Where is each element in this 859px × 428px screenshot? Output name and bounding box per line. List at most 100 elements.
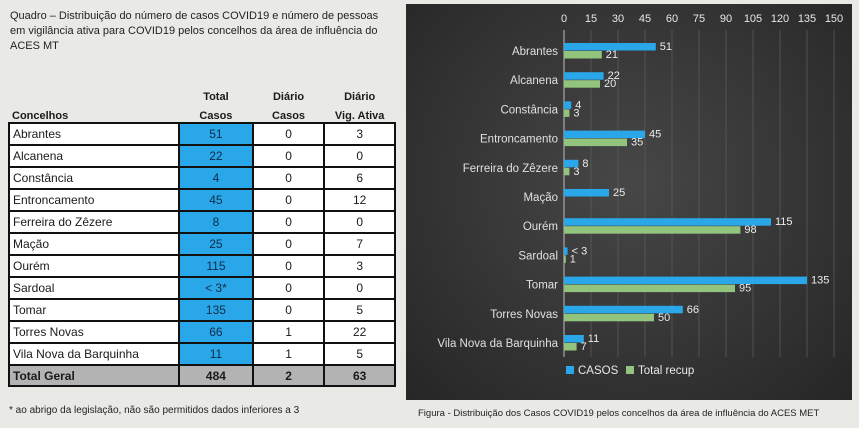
recup-value-label: 35	[631, 137, 643, 149]
header-row-2: Concelhos Casos Casos Vig. Ativa	[9, 103, 395, 124]
casos-value-label: 8	[582, 158, 588, 170]
header-cell: Diário	[272, 91, 305, 103]
x-tick-label: 105	[744, 13, 762, 25]
casos-bar	[564, 72, 604, 80]
concelho-cell: Sardoal	[7, 276, 181, 300]
recup-value-label: 50	[658, 312, 670, 324]
recup-value-label: 3	[573, 107, 579, 119]
recup-value-label: 20	[604, 78, 616, 90]
concelho-cell: Vila Nova da Barquinha	[7, 342, 181, 366]
total-casos-cell: 115	[178, 254, 254, 278]
casos-value-label: 4	[575, 99, 581, 111]
category-label: Alcanena	[510, 75, 559, 87]
recup-bar	[564, 109, 570, 117]
recup-value-label: 98	[744, 224, 756, 236]
table-row: Vila Nova da Barquinha 11 1 5	[7, 342, 396, 366]
category-label: Ourém	[523, 221, 558, 233]
concelho-cell: Alcanena	[7, 144, 181, 168]
total-casos-cell: 8	[178, 210, 254, 234]
total-value-cell: 63	[323, 364, 396, 387]
legend-recup-swatch	[626, 366, 634, 374]
diario-casos-cell: 0	[251, 276, 326, 300]
concelho-cell: Torres Novas	[7, 320, 181, 344]
x-tick-label: 120	[771, 13, 789, 25]
header-row-1: Total Diário Diário	[9, 84, 395, 103]
recup-value-label: 21	[606, 49, 618, 61]
diario-vig-cell: 12	[323, 188, 396, 212]
diario-casos-cell: 0	[251, 166, 326, 190]
concelho-cell: Ourém	[7, 254, 181, 278]
diario-casos-cell: 0	[251, 210, 326, 234]
diario-casos-cell: 0	[251, 298, 326, 322]
recup-bar	[564, 51, 602, 59]
casos-value-label: 25	[613, 187, 625, 199]
chart-panel: 0 15 30 45 60 75 90 105 120 135 150 Abrantes 51 21 Alc…	[406, 4, 852, 400]
recup-bar	[564, 313, 654, 322]
x-tick-label: 75	[693, 13, 705, 25]
casos-value-label: 22	[608, 70, 620, 82]
category-label: Sardoal	[518, 250, 558, 262]
recup-bar	[564, 343, 577, 351]
casos-bar	[564, 101, 572, 109]
x-tick-label: 90	[720, 13, 732, 25]
table-row: Abrantes 51 0 3	[7, 122, 396, 146]
header-cell: Vig. Ativa	[324, 103, 395, 124]
header-cell: Concelhos	[9, 103, 180, 124]
diario-vig-cell: 3	[323, 122, 396, 146]
category-label: Abrantes	[512, 46, 558, 58]
diario-casos-cell: 1	[251, 342, 326, 366]
table-row: Sardoal < 3* 0 0	[7, 276, 396, 300]
casos-bar	[564, 276, 807, 285]
diario-casos-cell: 0	[251, 122, 326, 146]
table-body: Abrantes 51 0 3 Alcanena 22 0 0 Constância 4 0 6 Ent…	[7, 122, 396, 387]
x-tick-label: 135	[798, 13, 816, 25]
legend-casos-swatch	[566, 366, 574, 374]
total-label-cell: Total Geral	[7, 364, 181, 387]
recup-bar	[564, 80, 600, 88]
diario-casos-cell: 1	[251, 320, 326, 344]
x-tick-label: 150	[825, 13, 843, 25]
category-label: Ferreira do Zêzere	[463, 163, 558, 175]
table-footnote: * ao abrigo da legislação, não são permi…	[9, 405, 300, 416]
casos-value-label: 115	[775, 216, 793, 228]
casos-bar	[564, 189, 609, 197]
category-label: Vila Nova da Barquinha	[437, 338, 558, 350]
casos-bar	[564, 43, 656, 51]
recup-value-label: 7	[581, 341, 587, 353]
concelho-cell: Constância	[7, 166, 181, 190]
casos-value-label: 45	[649, 129, 661, 141]
total-value-cell: 484	[178, 364, 254, 387]
diario-vig-cell: 22	[323, 320, 396, 344]
concelho-cell: Tomar	[7, 298, 181, 322]
category-label: Constância	[500, 104, 558, 116]
category-label: Torres Novas	[490, 309, 558, 321]
recup-bar	[564, 226, 741, 234]
total-casos-cell: 25	[178, 232, 254, 256]
casos-value-label: 135	[811, 275, 829, 287]
x-tick-label: 45	[639, 13, 651, 25]
header-cell: Total	[203, 91, 229, 103]
figure-caption: Figura - Distribuição dos Casos COVID19 …	[418, 408, 820, 419]
table-row: Entroncamento 45 0 12	[7, 188, 396, 212]
x-tick-label: 0	[561, 13, 567, 25]
casos-bar	[564, 335, 584, 343]
table-row: Tomar 135 0 5	[7, 298, 396, 322]
legend-casos-label: CASOS	[578, 365, 619, 377]
diario-vig-cell: 5	[323, 298, 396, 322]
table-caption: Quadro – Distribuição do número de casos…	[10, 10, 379, 52]
diario-casos-cell: 0	[251, 254, 326, 278]
legend-recup-label: Total recup	[638, 365, 694, 377]
casos-bar	[564, 305, 683, 314]
header-cell	[9, 84, 179, 103]
header-cell: Diário	[344, 91, 376, 103]
casos-value-label: 51	[660, 41, 672, 53]
cases-table: Total Diário Diário Concelhos Casos Caso…	[7, 84, 396, 387]
diario-casos-cell: 0	[251, 232, 326, 256]
recup-value-label: 95	[739, 283, 751, 295]
recup-bar	[564, 255, 566, 263]
table-panel: Quadro – Distribuição do número de casos…	[0, 0, 400, 428]
category-label: Entroncamento	[480, 134, 558, 146]
recup-bar	[564, 167, 570, 176]
table-row: Mação 25 0 7	[7, 232, 396, 256]
diario-vig-cell: 7	[323, 232, 396, 256]
